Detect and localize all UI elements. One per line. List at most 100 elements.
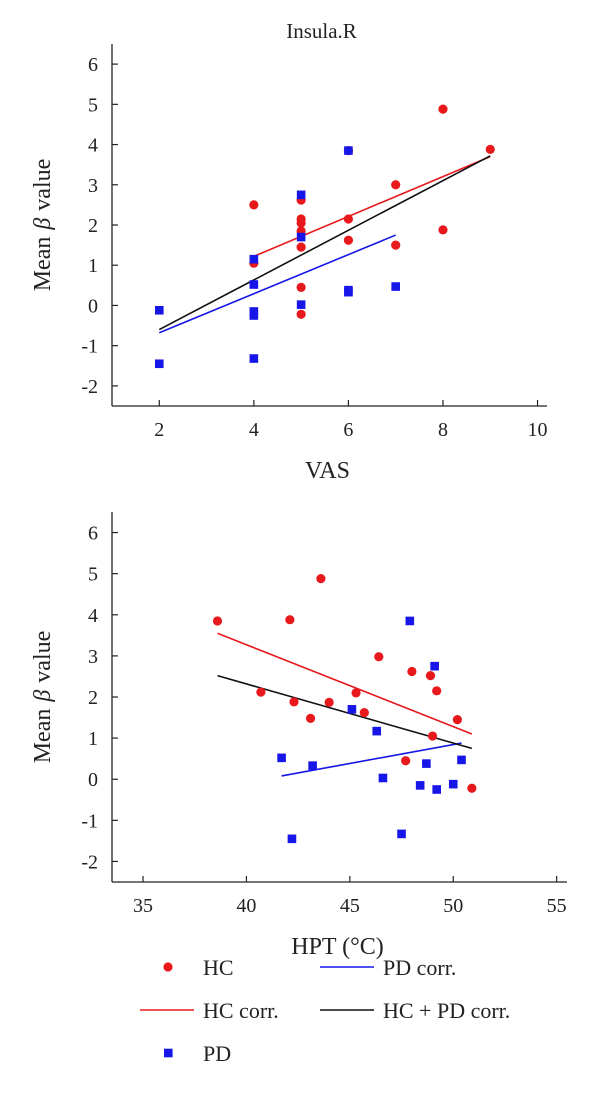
data-point-hc: [374, 652, 384, 662]
data-point-pd: [296, 232, 306, 242]
data-point-pd: [277, 753, 286, 763]
y-tick-label: 0: [88, 769, 98, 791]
data-point-pd: [430, 661, 439, 671]
data-point-hc: [289, 697, 299, 707]
data-point-hc: [351, 688, 361, 698]
data-point-hc: [452, 715, 462, 725]
data-point-pd: [344, 287, 353, 297]
y-tick-label: -2: [81, 376, 98, 398]
data-point-pd: [154, 359, 164, 369]
legend: HC PD corr. HC corr. HC + PD corr. PD: [140, 955, 510, 1066]
x-tick-label: 6: [343, 419, 353, 441]
data-point-hc: [438, 225, 448, 235]
legend-item-pd-corr-label: PD corr.: [383, 955, 456, 980]
y-tick-label: 6: [88, 523, 98, 545]
data-point-hc: [438, 104, 448, 114]
data-point-hc: [391, 240, 401, 250]
data-point-hc: [401, 756, 411, 766]
x-tick-label: 35: [133, 895, 153, 917]
data-point-hc: [343, 214, 354, 224]
y-tick-label: -1: [81, 810, 98, 832]
data-point-hc: [343, 235, 354, 245]
data-point-pd: [422, 759, 431, 768]
y-tick-label: 3: [88, 646, 98, 668]
data-point-pd: [308, 761, 317, 770]
x-axis-title: VAS: [305, 458, 350, 484]
data-point-pd: [154, 305, 164, 315]
y-tick-label: 1: [88, 255, 98, 277]
data-point-hc: [407, 666, 417, 677]
data-point-hc: [359, 708, 369, 718]
chart-title: Insula.R: [286, 19, 357, 43]
x-tick-label: 50: [443, 895, 463, 917]
data-point-pd: [372, 726, 382, 736]
data-point-hc: [296, 218, 306, 228]
data-point-pd: [296, 190, 306, 200]
data-point-hc: [432, 686, 442, 696]
legend-item-pd-marker: [164, 1048, 173, 1058]
data-point-pd: [249, 311, 259, 320]
data-point-pd: [296, 300, 306, 309]
data-point-pd: [397, 829, 406, 839]
data-point-pd: [448, 779, 458, 789]
data-point-hc: [285, 615, 295, 625]
data-point-hc: [296, 309, 306, 319]
data-point-hc: [305, 713, 316, 723]
x-tick-label: 8: [438, 419, 448, 441]
data-point-pd: [378, 773, 388, 783]
y-tick-label: 5: [88, 564, 98, 586]
x-tick-label: 10: [528, 419, 548, 441]
regression-line-hc-pd-corr: [158, 155, 491, 331]
y-tick-label: 2: [88, 215, 98, 237]
data-point-hc: [256, 687, 266, 697]
y-tick-label: -2: [81, 851, 98, 873]
x-tick-label: 4: [249, 419, 259, 441]
y-tick-label: 6: [88, 54, 98, 76]
data-point-hc: [467, 783, 477, 793]
legend-item-hc-corr-label: HC corr.: [203, 998, 279, 1023]
data-point-hc: [212, 616, 223, 626]
y-tick-label: -1: [81, 336, 98, 358]
regression-line-hc-corr: [253, 155, 491, 258]
y-tick-label: 1: [88, 728, 98, 750]
y-axis-title-value: value: [30, 631, 56, 683]
data-point-hc: [296, 282, 306, 292]
y-axis-title-mean: Mean: [30, 237, 56, 292]
data-point-hc: [296, 242, 306, 252]
data-point-pd: [249, 280, 259, 289]
data-point-hc: [316, 574, 326, 584]
data-point-pd: [391, 282, 400, 291]
regression-line-pd-corr: [158, 234, 397, 334]
x-tick-label: 40: [236, 895, 256, 917]
data-point-pd: [344, 146, 353, 155]
legend-item-pd-label: PD: [203, 1041, 231, 1066]
y-tick-label: 0: [88, 295, 98, 317]
y-axis-title-symbol: β: [30, 218, 56, 231]
data-point-pd: [457, 755, 466, 765]
x-tick-label: 2: [154, 419, 164, 441]
data-point-hc: [425, 671, 436, 681]
y-tick-label: 4: [88, 135, 98, 157]
y-axis-title-value: value: [30, 159, 56, 211]
x-tick-label: 45: [340, 895, 360, 917]
chart-insula-vas: -2 -1 0 1 2 3 4 5 6 2 4 6 8 10 Insula.R VAS Mean β value: [30, 19, 548, 484]
regression-line-pd-corr: [281, 742, 462, 777]
legend-item-hc-label: HC: [203, 955, 234, 980]
data-point-hc: [391, 180, 401, 190]
data-point-pd: [405, 616, 415, 626]
data-point-hc: [324, 697, 334, 707]
data-point-pd: [249, 254, 259, 264]
y-axis-title: Mean β value: [30, 631, 56, 764]
data-point-hc: [485, 144, 495, 154]
y-axis-title-mean: Mean: [30, 709, 56, 764]
data-point-pd: [432, 785, 442, 794]
x-tick-label: 55: [547, 895, 567, 917]
data-point-pd: [249, 354, 259, 363]
y-tick-label: 2: [88, 687, 98, 709]
x-axis-title: HPT (°C): [291, 934, 384, 960]
data-point-pd: [347, 705, 357, 714]
y-tick-label: 5: [88, 94, 98, 116]
y-tick-label: 4: [88, 605, 98, 627]
